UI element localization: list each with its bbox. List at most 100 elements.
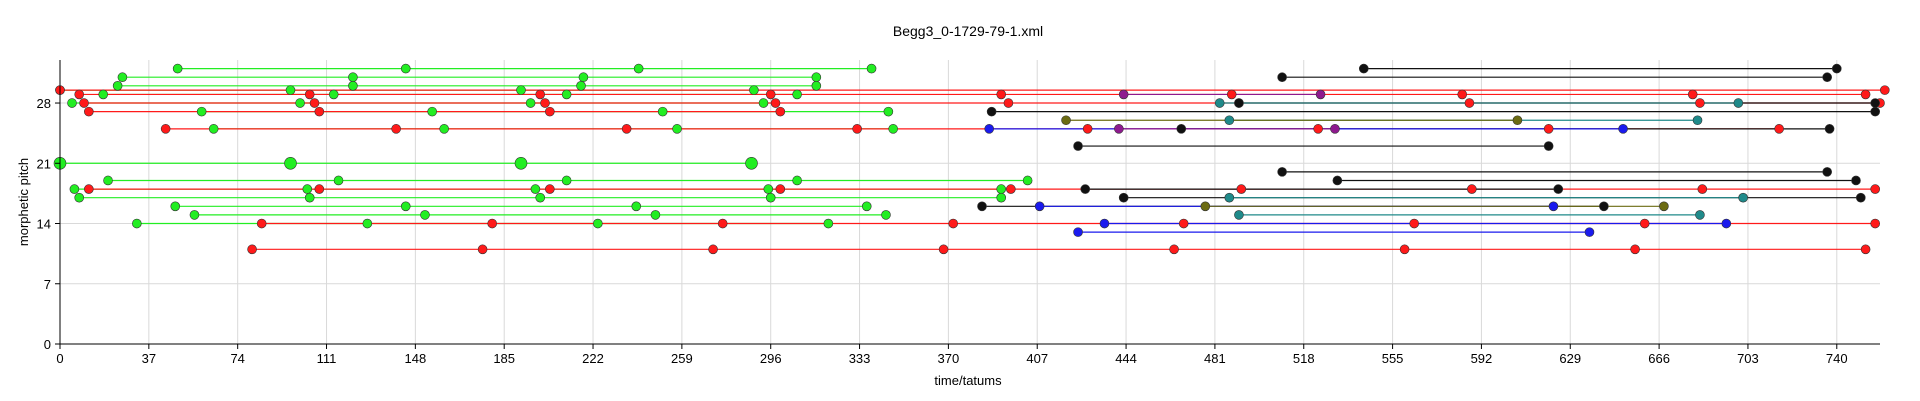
x-tick-label: 518 xyxy=(1293,351,1315,366)
data-point-green xyxy=(883,106,894,117)
data-point-green xyxy=(758,98,769,108)
x-tick-label: 370 xyxy=(938,351,960,366)
data-point-red xyxy=(1630,244,1640,255)
data-point-green xyxy=(535,192,546,203)
data-point-black xyxy=(1332,175,1343,186)
data-point-red xyxy=(1860,244,1871,255)
data-point-black xyxy=(1073,141,1083,151)
data-point-red xyxy=(1082,124,1093,134)
data-point-green xyxy=(98,89,109,100)
data-point-red xyxy=(996,89,1007,100)
x-axis-label: time/tatums xyxy=(934,373,1002,388)
data-point-black xyxy=(1118,192,1129,203)
x-tick-label: 296 xyxy=(760,351,782,366)
ticks: 0 37 74 111 148 185 222 259 296 333 370 407 444 481 51… xyxy=(37,96,1848,366)
data-point-red xyxy=(247,244,257,255)
data-point-green xyxy=(631,201,642,212)
data-point-black xyxy=(1277,167,1287,177)
data-point-purple xyxy=(1118,89,1129,100)
x-tick-label: 259 xyxy=(671,351,693,366)
data-point-green xyxy=(996,192,1007,203)
data-point-red xyxy=(708,244,718,255)
data-point-green xyxy=(650,210,661,220)
y-tick-label: 21 xyxy=(37,156,51,171)
y-axis-label: morphetic pitch xyxy=(16,158,31,246)
data-point-green xyxy=(578,72,589,83)
data-point-green xyxy=(427,106,437,117)
data-point-green xyxy=(792,175,802,186)
data-point-purple xyxy=(1114,124,1124,134)
data-point-red xyxy=(84,106,94,117)
axes xyxy=(59,60,1880,345)
data-point-red xyxy=(770,98,781,108)
data-point-green xyxy=(74,192,85,203)
y-tick-label: 7 xyxy=(44,277,51,292)
data-point-red xyxy=(535,89,546,100)
data-point-green xyxy=(67,98,77,108)
data-point-red xyxy=(1399,244,1410,255)
data-point-black xyxy=(1822,72,1832,83)
x-tick-label: 222 xyxy=(582,351,604,366)
data-point-black xyxy=(1599,201,1609,212)
data-point-teal xyxy=(1224,115,1235,126)
data-point-green xyxy=(823,218,834,229)
data-point-blue xyxy=(1618,124,1628,134)
data-point-red xyxy=(948,218,958,229)
data-point-green xyxy=(881,210,891,220)
data-point-green xyxy=(362,218,373,229)
data-point-green xyxy=(348,81,358,91)
data-point-purple xyxy=(1315,89,1326,100)
data-point-green xyxy=(189,210,200,220)
data-point-green xyxy=(132,218,142,229)
data-point-black xyxy=(1234,98,1244,108)
data-point-green xyxy=(103,175,113,186)
data-point-red xyxy=(1870,184,1880,194)
data-point-red xyxy=(621,124,632,134)
data-point-red xyxy=(304,89,315,100)
x-tick-label: 703 xyxy=(1737,351,1759,366)
data-point-green xyxy=(745,156,758,170)
data-point-green xyxy=(561,89,572,100)
data-point-green xyxy=(302,184,313,194)
data-point-blue xyxy=(1034,201,1045,212)
data-point-green xyxy=(69,184,80,194)
data-point-red xyxy=(852,124,862,134)
x-tick-label: 185 xyxy=(493,351,515,366)
data-point-black xyxy=(1870,106,1880,117)
y-tick-label: 0 xyxy=(44,337,51,352)
x-tick-label: 0 xyxy=(56,351,63,366)
data-point-green xyxy=(117,72,128,83)
data-point-blue xyxy=(1584,227,1595,237)
data-point-olive xyxy=(1061,115,1071,126)
data-point-red xyxy=(477,244,488,255)
data-point-red xyxy=(1880,85,1890,95)
data-point-green xyxy=(400,201,411,212)
x-tick-label: 37 xyxy=(142,351,156,366)
data-point-green xyxy=(749,85,759,95)
data-point-green xyxy=(866,63,877,74)
x-tick-label: 740 xyxy=(1826,351,1848,366)
x-tick-label: 333 xyxy=(849,351,871,366)
data-point-red xyxy=(1457,89,1468,100)
y-tick-label: 14 xyxy=(37,217,51,232)
x-tick-label: 74 xyxy=(230,351,244,366)
x-tick-label: 666 xyxy=(1648,351,1670,366)
data-point-red xyxy=(84,184,94,194)
data-point-green xyxy=(328,89,339,100)
data-point-purple xyxy=(1330,124,1340,134)
data-point-red xyxy=(1236,184,1247,194)
data-point-black xyxy=(1277,72,1287,83)
data-point-blue xyxy=(1548,201,1559,212)
x-tick-label: 481 xyxy=(1204,351,1226,366)
data-point-teal xyxy=(1733,98,1744,108)
data-point-black xyxy=(1176,124,1187,134)
data-point-red xyxy=(775,184,786,194)
data-point-teal xyxy=(1234,210,1244,220)
data-point-red xyxy=(1860,89,1871,100)
data-point-red xyxy=(1226,89,1237,100)
x-tick-label: 444 xyxy=(1115,351,1137,366)
data-point-red xyxy=(79,98,89,108)
data-point-green xyxy=(284,156,297,170)
data-point-red xyxy=(1169,244,1179,255)
data-point-red xyxy=(1774,124,1784,134)
